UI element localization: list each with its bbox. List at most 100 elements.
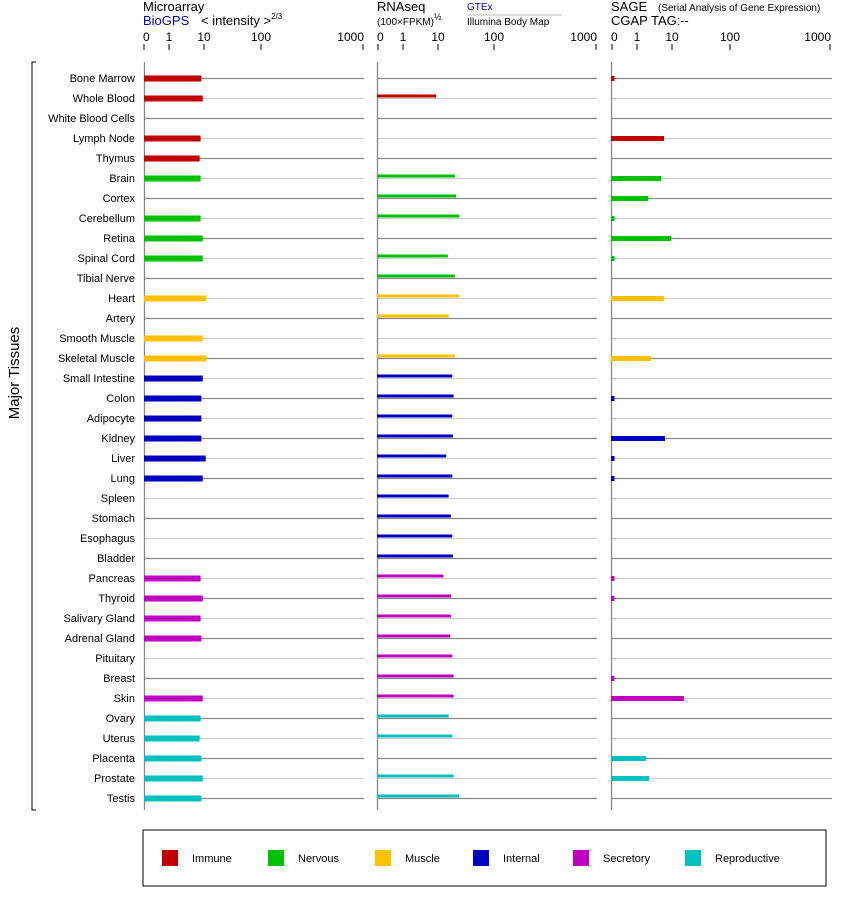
sage-tick-label: 1 [634, 30, 641, 44]
microarray-bar [144, 135, 201, 142]
microarray-bar [144, 95, 203, 102]
sage-bar [611, 476, 615, 481]
microarray-bar [144, 215, 201, 222]
legend-swatch [573, 850, 589, 866]
rnaseq-tick-label: 0 [377, 30, 384, 44]
rnaseq-bar [377, 354, 455, 358]
rnaseq-bar [377, 194, 457, 198]
tissue-label: Uterus [103, 733, 136, 745]
tissue-label: Testis [107, 793, 136, 805]
microarray-bar [144, 735, 200, 742]
sage-bar [611, 236, 672, 241]
tissue-label: Small Intestine [63, 373, 135, 385]
tissue-label: Artery [106, 313, 136, 325]
sage-bar [611, 776, 649, 781]
rnaseq-bar [377, 774, 454, 778]
rnaseq-bar [377, 174, 455, 178]
sage-bar [611, 696, 684, 701]
tissue-label: White Blood Cells [48, 113, 135, 125]
legend-item-secretory: Secretory [573, 850, 651, 866]
tissue-label: Liver [111, 453, 135, 465]
tissue-label: Adrenal Gland [65, 633, 135, 645]
tissue-label: Spleen [101, 493, 135, 505]
sage-bar [611, 356, 651, 361]
sage-bar [611, 756, 646, 761]
microarray-tick-label: 100 [251, 30, 271, 44]
microarray-tick-label: 0 [143, 30, 150, 44]
tissue-label: Adipocyte [87, 413, 135, 425]
rnaseq-bar [377, 654, 453, 658]
rnaseq-bar [377, 494, 449, 498]
sage-bar [611, 676, 615, 681]
microarray-bar [144, 155, 200, 162]
legend-label: Internal [503, 853, 540, 865]
microarray-bar [144, 375, 203, 382]
rnaseq-bar [377, 314, 449, 318]
legend-item-immune: Immune [162, 850, 232, 866]
sage-bar [611, 136, 664, 141]
legend-item-internal: Internal [473, 850, 540, 866]
legend: Immune Nervous Muscle Internal Secretory Repr… [162, 850, 780, 866]
tissue-label: Salivary Gland [63, 613, 135, 625]
tissue-label: Placenta [92, 753, 136, 765]
rnaseq-bar [377, 554, 453, 558]
microarray-tick-label: 1000 [337, 30, 364, 44]
microarray-bar [144, 255, 203, 262]
rnaseq-bar [377, 534, 453, 538]
rnaseq-bar [377, 434, 453, 438]
cgap-tag-value: -- [680, 13, 689, 28]
tissue-label: Skin [114, 693, 135, 705]
rnaseq-bar [377, 634, 451, 638]
microarray-bar [144, 615, 201, 622]
rnaseq-unit-exponent: ½ [434, 12, 442, 22]
rnaseq-bar [377, 594, 451, 598]
microarray-bar [144, 775, 203, 782]
rnaseq-bar [377, 514, 451, 518]
legend-label: Reproductive [715, 853, 780, 865]
rnaseq-tick-label: 100 [484, 30, 504, 44]
tissue-label: Heart [108, 293, 135, 305]
legend-swatch [268, 850, 284, 866]
tissue-label: Brain [109, 173, 135, 185]
microarray-bar [144, 595, 203, 602]
tissue-label: Smooth Muscle [59, 333, 135, 345]
rnaseq-unit-text: (100×FPKM) [377, 17, 434, 28]
biogps-link[interactable]: BioGPS [143, 13, 190, 28]
rnaseq-bar [377, 694, 454, 698]
rnaseq-bar [377, 414, 453, 418]
gtex-link[interactable]: GTEx [467, 2, 493, 13]
rnaseq-bar [377, 274, 455, 278]
sage-bar [611, 296, 664, 301]
tissue-label: Retina [103, 233, 136, 245]
microarray-bar [144, 235, 203, 242]
legend-item-reproductive: Reproductive [685, 850, 780, 866]
tissue-label: Pancreas [89, 573, 136, 585]
tissue-label: Thyroid [98, 593, 135, 605]
sage-bar [611, 576, 615, 581]
microarray-bar [144, 355, 207, 362]
legend-swatch [685, 850, 701, 866]
tissue-label: Bone Marrow [70, 73, 135, 85]
microarray-tick-label: 10 [197, 30, 211, 44]
rnaseq-unit: (100×FPKM)½ [377, 12, 442, 28]
microarray-bar [144, 715, 201, 722]
rnaseq-bar [377, 734, 453, 738]
microarray-bar [144, 75, 202, 82]
rnaseq-bar [377, 94, 437, 98]
tissue-label: Cerebellum [79, 213, 135, 225]
legend-swatch [473, 850, 489, 866]
tissue-label: Tibial Nerve [77, 273, 135, 285]
rnaseq-bar [377, 474, 453, 478]
tissue-label: Thymus [96, 153, 136, 165]
tissue-label: Bladder [97, 553, 135, 565]
tissue-label: Spinal Cord [78, 253, 135, 265]
rnaseq-bar [377, 714, 449, 718]
rnaseq-bar [377, 794, 460, 798]
rnaseq-bar [377, 254, 448, 258]
rnaseq-bar [377, 674, 454, 678]
microarray-bar [144, 635, 202, 642]
sage-panel: 0 1 10 100 1000 [610, 30, 832, 810]
rnaseq-bar [377, 454, 447, 458]
microarray-bar [144, 695, 203, 702]
